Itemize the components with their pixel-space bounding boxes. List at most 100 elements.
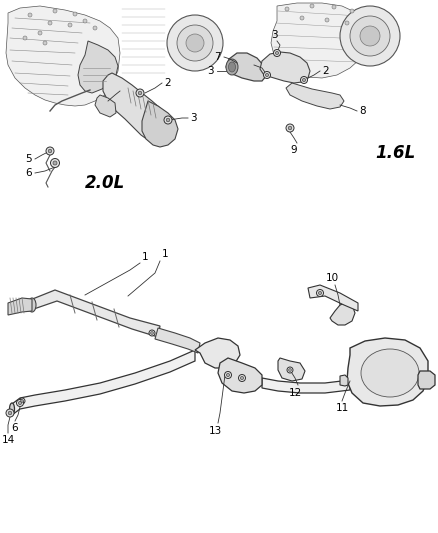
Circle shape — [332, 5, 336, 9]
Ellipse shape — [229, 62, 236, 72]
Polygon shape — [330, 303, 355, 325]
Text: 1: 1 — [142, 252, 148, 262]
Circle shape — [265, 74, 268, 77]
Circle shape — [21, 400, 23, 402]
Polygon shape — [226, 53, 267, 81]
Circle shape — [151, 332, 153, 334]
Text: 6: 6 — [25, 168, 32, 178]
Text: 11: 11 — [336, 403, 349, 413]
Text: 6: 6 — [12, 423, 18, 433]
Polygon shape — [418, 371, 435, 389]
Ellipse shape — [10, 403, 14, 415]
Text: 14: 14 — [1, 435, 14, 445]
Text: 3: 3 — [244, 60, 250, 70]
Circle shape — [276, 51, 279, 54]
Circle shape — [18, 401, 21, 405]
Circle shape — [167, 15, 223, 71]
Circle shape — [177, 25, 213, 61]
Polygon shape — [262, 378, 350, 393]
Circle shape — [360, 26, 380, 46]
Circle shape — [8, 411, 12, 415]
Polygon shape — [12, 350, 195, 415]
Circle shape — [289, 369, 291, 372]
Text: 2: 2 — [322, 66, 328, 76]
Ellipse shape — [28, 298, 36, 312]
Circle shape — [317, 289, 324, 296]
Polygon shape — [218, 358, 262, 393]
Polygon shape — [155, 328, 200, 353]
Circle shape — [288, 126, 292, 130]
Text: 12: 12 — [288, 388, 302, 398]
Circle shape — [286, 124, 294, 132]
Circle shape — [273, 50, 280, 56]
Text: 1: 1 — [162, 249, 169, 259]
Circle shape — [300, 16, 304, 20]
Circle shape — [43, 41, 47, 45]
Polygon shape — [195, 338, 240, 368]
Ellipse shape — [226, 59, 238, 75]
Text: 2.0L: 2.0L — [85, 174, 125, 192]
Circle shape — [23, 36, 27, 40]
Circle shape — [136, 89, 144, 97]
Circle shape — [264, 71, 271, 78]
Circle shape — [300, 77, 307, 84]
Polygon shape — [271, 3, 370, 78]
Circle shape — [53, 9, 57, 13]
Polygon shape — [28, 290, 160, 337]
Circle shape — [73, 12, 77, 16]
Circle shape — [93, 26, 97, 30]
Polygon shape — [103, 73, 168, 141]
Circle shape — [138, 91, 142, 95]
Circle shape — [318, 292, 321, 295]
Circle shape — [226, 374, 230, 377]
Circle shape — [164, 116, 172, 124]
Text: 7: 7 — [214, 52, 221, 62]
Polygon shape — [95, 95, 116, 117]
Circle shape — [350, 16, 390, 56]
Circle shape — [166, 118, 170, 122]
Polygon shape — [278, 358, 305, 381]
Circle shape — [285, 7, 289, 11]
Circle shape — [48, 149, 52, 153]
Circle shape — [68, 23, 72, 27]
Text: 4: 4 — [122, 86, 129, 96]
Circle shape — [350, 9, 354, 13]
Circle shape — [38, 31, 42, 35]
Polygon shape — [260, 52, 310, 83]
Circle shape — [340, 6, 400, 66]
Text: 5: 5 — [25, 154, 32, 164]
Text: 9: 9 — [291, 145, 297, 155]
Polygon shape — [142, 101, 178, 147]
Polygon shape — [6, 6, 120, 106]
Text: 3: 3 — [190, 113, 197, 123]
Circle shape — [287, 367, 293, 373]
Text: 8: 8 — [359, 106, 366, 116]
Polygon shape — [340, 375, 348, 386]
Circle shape — [17, 400, 24, 407]
Circle shape — [225, 372, 232, 378]
Circle shape — [28, 13, 32, 17]
Circle shape — [19, 398, 25, 404]
Circle shape — [325, 18, 329, 22]
Circle shape — [186, 34, 204, 52]
Ellipse shape — [361, 349, 419, 397]
Circle shape — [345, 21, 349, 25]
Circle shape — [50, 158, 60, 167]
Circle shape — [53, 161, 57, 165]
Text: 13: 13 — [208, 426, 222, 436]
Polygon shape — [8, 298, 32, 315]
Circle shape — [48, 21, 52, 25]
Circle shape — [240, 376, 244, 379]
Text: 3: 3 — [207, 66, 214, 76]
Circle shape — [6, 409, 14, 417]
Circle shape — [149, 330, 155, 336]
Polygon shape — [286, 83, 344, 109]
Text: 2: 2 — [164, 78, 171, 88]
Text: 1.6L: 1.6L — [375, 144, 415, 162]
Circle shape — [310, 4, 314, 8]
Text: 3: 3 — [271, 30, 277, 40]
Polygon shape — [308, 285, 358, 311]
Circle shape — [83, 19, 87, 23]
Polygon shape — [347, 338, 428, 406]
Circle shape — [302, 78, 306, 82]
